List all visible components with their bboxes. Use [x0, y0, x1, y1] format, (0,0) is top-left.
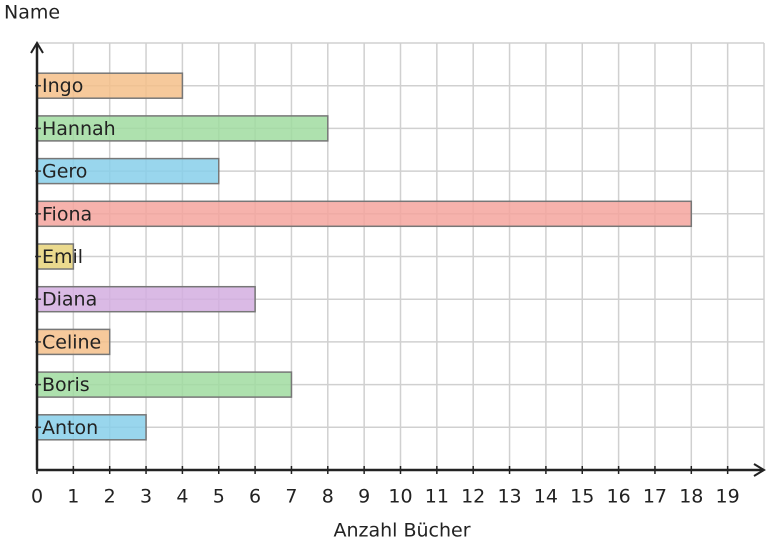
bar-label: Celine — [42, 331, 101, 353]
bar-label: Gero — [42, 161, 87, 183]
bar — [36, 243, 75, 270]
y-axis-title: Name — [4, 2, 60, 24]
x-tick-label: 6 — [249, 486, 261, 508]
bar — [36, 115, 329, 142]
bar — [36, 72, 184, 99]
x-tick-label: 7 — [285, 486, 297, 508]
x-tick-label: 0 — [31, 486, 43, 508]
x-tick-label: 14 — [534, 486, 558, 508]
x-tick-label: 16 — [607, 486, 631, 508]
bar-label: Diana — [42, 289, 97, 311]
bar-label: Anton — [42, 417, 98, 439]
x-tick-label: 18 — [679, 486, 703, 508]
x-tick-label: 5 — [213, 486, 225, 508]
x-tick-label: 10 — [388, 486, 412, 508]
x-tick-label: 1 — [67, 486, 79, 508]
bar — [36, 371, 293, 398]
x-tick-label: 3 — [140, 486, 152, 508]
y-axis-arrow — [30, 41, 44, 54]
x-tick-label: 9 — [358, 486, 370, 508]
x-tick-label: 11 — [425, 486, 449, 508]
x-tick-label: 12 — [461, 486, 485, 508]
bar — [36, 200, 693, 228]
x-tick-label: 13 — [497, 486, 521, 508]
bar — [36, 157, 220, 185]
bar-label: Hannah — [42, 118, 116, 140]
x-tick-label: 2 — [104, 486, 116, 508]
x-tick-label: 17 — [643, 486, 667, 508]
x-tick-label: 4 — [176, 486, 188, 508]
bar-label: Ingo — [42, 75, 83, 97]
bar-label: Emil — [42, 246, 83, 268]
x-tick-label: 15 — [570, 486, 594, 508]
x-axis-title: Anzahl Bücher — [333, 520, 470, 542]
bar-label: Fiona — [42, 203, 92, 225]
x-axis-arrow — [753, 463, 766, 477]
bar-label: Boris — [42, 374, 90, 396]
x-tick-label: 8 — [322, 486, 334, 508]
x-tick-label: 19 — [716, 486, 740, 508]
bar — [36, 328, 111, 356]
bar — [36, 414, 147, 441]
bar — [36, 285, 256, 313]
